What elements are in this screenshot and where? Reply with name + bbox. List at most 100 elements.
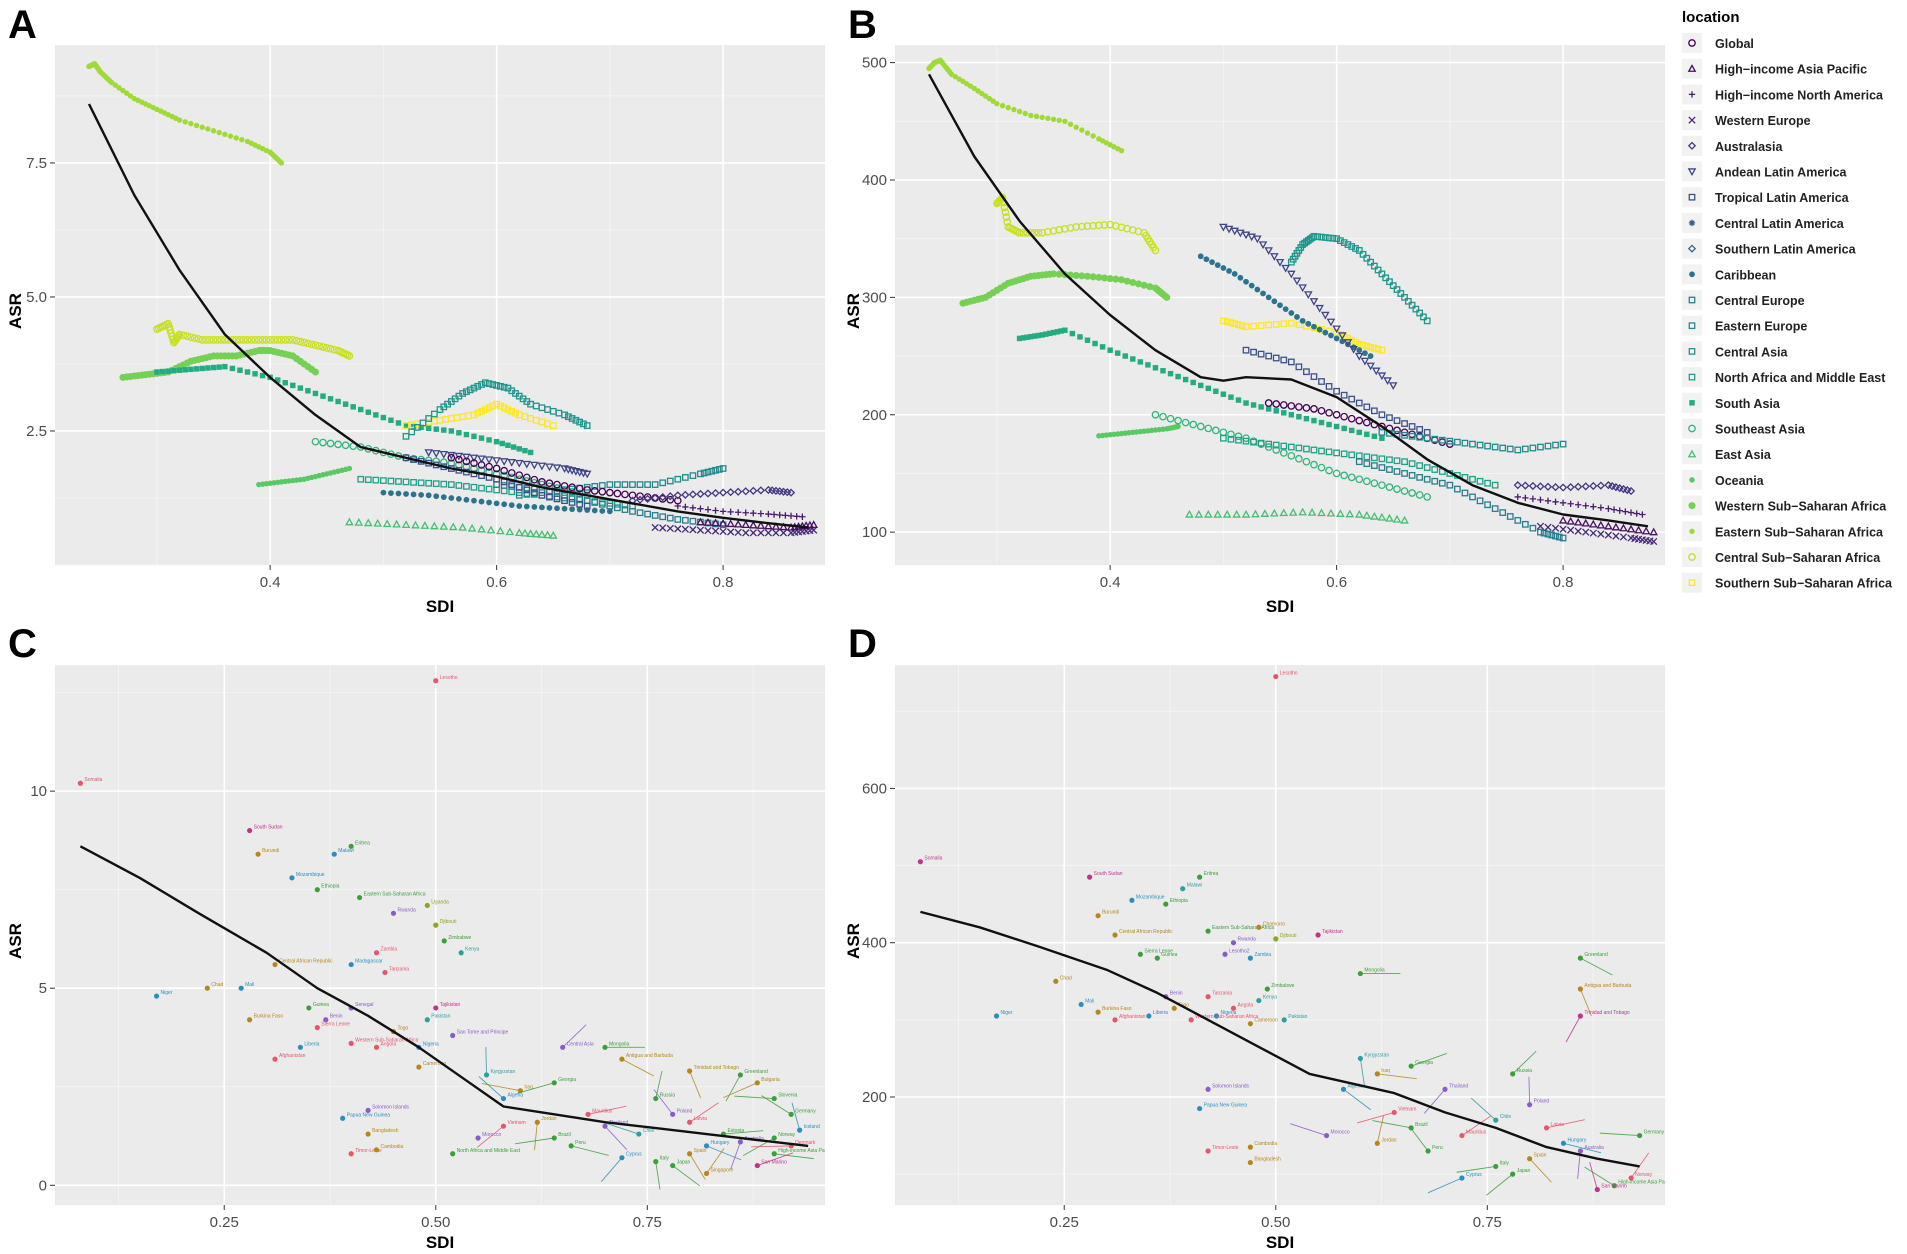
data-point (1370, 511, 1379, 520)
data-point (456, 430, 462, 436)
panel-letter: A (8, 3, 37, 47)
data-point (1260, 509, 1270, 517)
data-point (1112, 1017, 1118, 1023)
data-point (354, 518, 364, 526)
data-label: Burundi (262, 848, 279, 854)
data-point (1412, 305, 1420, 313)
label-leader-line (751, 1145, 792, 1148)
data-label: Iraq (524, 1085, 533, 1091)
data-point (289, 875, 295, 881)
data-label: Mauritius (1466, 1130, 1487, 1136)
data-point (417, 479, 425, 487)
country-point: South Sudan (247, 825, 283, 834)
data-point (1431, 466, 1439, 473)
data-point (1243, 278, 1249, 285)
data-point (1318, 419, 1325, 426)
series-central-asia (1287, 232, 1431, 325)
data-point (1408, 489, 1416, 497)
data-point (756, 521, 766, 529)
data-label: Mali (1085, 998, 1094, 1004)
data-point (539, 504, 545, 511)
data-label: San Marino (761, 1160, 787, 1166)
data-label: Italy (1500, 1160, 1510, 1166)
data-point (433, 493, 440, 500)
data-point (1612, 532, 1620, 540)
data-point (251, 335, 259, 344)
data-point (1287, 402, 1296, 410)
data-point (1332, 410, 1341, 419)
data-point (1326, 421, 1332, 428)
data-label: Uganda (431, 899, 449, 905)
data-point (1242, 323, 1250, 331)
data-point (523, 503, 530, 510)
data-point (1355, 340, 1363, 348)
data-point (674, 525, 682, 533)
data-point (314, 887, 320, 893)
data-point (1011, 106, 1017, 113)
data-point (233, 135, 239, 141)
legend-item: Eastern Europe (1682, 315, 1807, 336)
data-point (1317, 508, 1326, 517)
y-tick-label: 0 (39, 1177, 47, 1194)
data-point (1551, 524, 1560, 532)
data-point (229, 365, 236, 372)
legend-item: High−income Asia Pacific (1682, 58, 1867, 79)
data-point (484, 456, 494, 465)
label-leader-line (1359, 1058, 1366, 1087)
data-point (492, 464, 501, 473)
data-point (1067, 121, 1074, 127)
data-point (176, 367, 183, 373)
data-point (1163, 901, 1169, 907)
data-point (1393, 286, 1401, 293)
data-label: Eastern Sub-Saharan Africa (364, 892, 426, 898)
data-point (1484, 479, 1491, 487)
data-point (512, 409, 519, 417)
data-point (658, 492, 667, 502)
country-point: Niger (153, 990, 173, 999)
data-point (1295, 403, 1303, 411)
data-point (433, 426, 439, 432)
country-point: Cameroon (416, 1061, 446, 1070)
legend-item: Western Europe (1682, 110, 1811, 131)
data-point (514, 459, 524, 468)
data-label: Rwanda (1237, 937, 1256, 943)
data-label: Chile (643, 1128, 655, 1134)
country-point: Bangladesh (365, 1128, 399, 1137)
data-point (576, 500, 584, 508)
data-label: Western Sub-Saharan Africa (1195, 1014, 1258, 1020)
data-point (1627, 509, 1635, 516)
label-leader-line (1424, 1088, 1446, 1114)
data-point (727, 508, 734, 516)
data-point (621, 506, 629, 513)
data-point (681, 474, 689, 481)
data-point (1544, 523, 1552, 531)
data-point (1270, 508, 1279, 517)
data-point (1317, 463, 1326, 472)
data-point (459, 390, 467, 397)
data-point (462, 453, 471, 462)
data-point (171, 367, 177, 374)
data-point (471, 497, 477, 504)
data-point (1521, 445, 1529, 453)
data-label: Sao Tome and Principe (457, 1030, 509, 1036)
data-point (1484, 442, 1491, 450)
data-label: Guinea (313, 1002, 329, 1008)
data-point (636, 509, 644, 517)
data-point (481, 379, 489, 387)
series-andean-latin-america (424, 449, 592, 479)
data-point (1020, 335, 1027, 341)
data-point (410, 423, 417, 430)
data-point (1050, 329, 1057, 336)
data-point (1112, 932, 1118, 938)
series-eastern-sub-saharan-africa (926, 57, 1125, 154)
data-point (651, 512, 659, 519)
data-point (1002, 213, 1011, 222)
x-tick-label: 0.4 (260, 574, 281, 591)
data-point (1491, 443, 1499, 451)
data-point (1298, 284, 1307, 293)
data-point (441, 938, 447, 944)
data-point (764, 529, 773, 537)
country-point: Tanzania (382, 966, 409, 976)
series-global (1264, 399, 1454, 448)
data-point (1272, 320, 1280, 328)
